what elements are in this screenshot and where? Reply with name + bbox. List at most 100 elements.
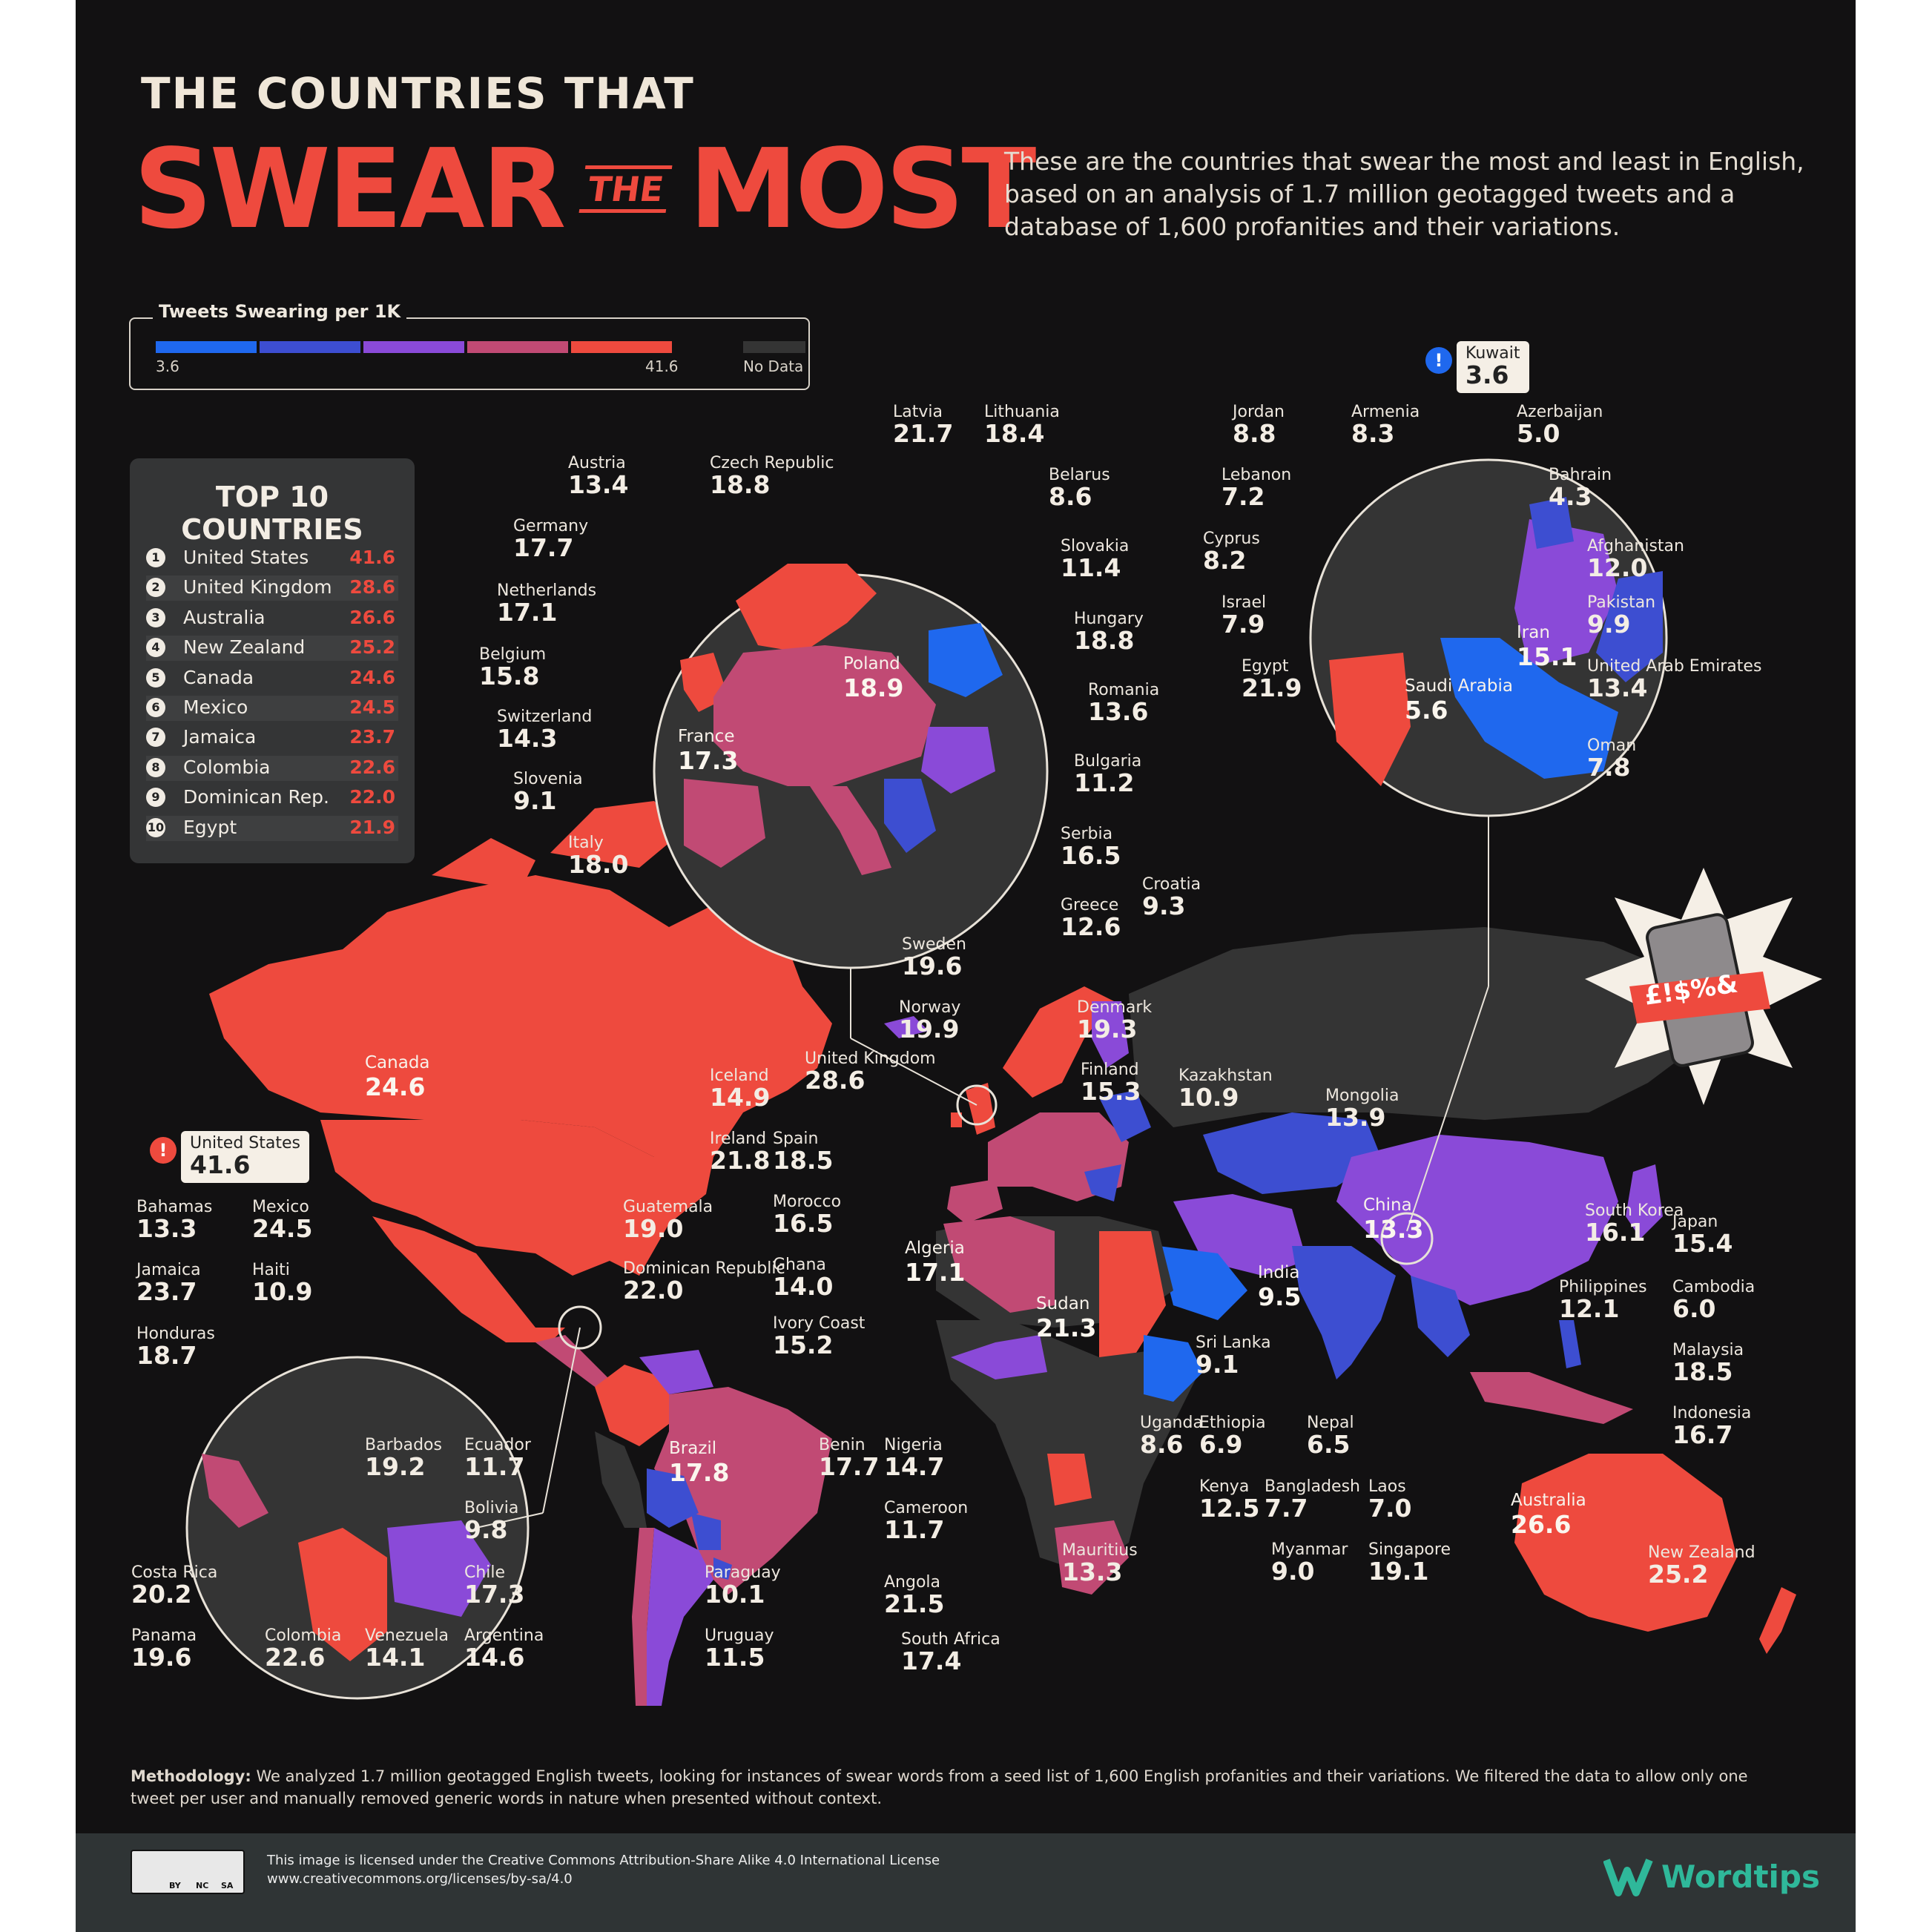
callout-value: 8.8: [1233, 419, 1276, 448]
callout-spain: Spain 18.5: [773, 1131, 833, 1174]
callout-honduras: Honduras 18.7: [136, 1326, 215, 1369]
callout-name: Ghana: [773, 1256, 826, 1274]
callout-value: 9.9: [1587, 610, 1631, 639]
callout-name: Bahamas: [136, 1198, 213, 1216]
callout-value: 9.8: [464, 1515, 508, 1544]
country-name: Australia: [183, 606, 266, 628]
callout-costa-rica: Costa Rica 20.2: [131, 1565, 217, 1608]
callout-mauritius: Mauritius 13.3: [1062, 1543, 1138, 1586]
callout-angola: Angola 21.5: [884, 1575, 944, 1618]
callout-name: Ecuador: [464, 1436, 531, 1454]
callout-uruguay: Uruguay 11.5: [705, 1628, 774, 1671]
country-finland: [1092, 1001, 1129, 1068]
callout-denmark: Denmark 19.3: [1077, 1000, 1152, 1043]
callout-morocco: Morocco 16.5: [773, 1194, 841, 1237]
callout-name: South Korea: [1585, 1201, 1684, 1220]
callout-value: 10.9: [1178, 1083, 1239, 1112]
cc-nc: NC: [196, 1881, 209, 1890]
callout-haiti: Haiti 10.9: [252, 1262, 312, 1305]
wordtips-logo[interactable]: Wordtips: [1603, 1854, 1820, 1899]
callout-name: Ivory Coast: [773, 1314, 866, 1333]
callout-value: 21.9: [1242, 673, 1302, 702]
callout-value: 20.2: [131, 1580, 192, 1609]
canada-arctic-islands: [432, 801, 788, 890]
callout-venezuela: Venezuela 14.1: [365, 1628, 449, 1671]
country-name: Dominican Rep.: [183, 786, 329, 808]
callout-value: 14.6: [464, 1643, 525, 1672]
top10-panel: TOP 10 COUNTRIES 1 United States 41.6 2 Unit…: [130, 458, 415, 863]
callout-name: Costa Rica: [131, 1563, 218, 1582]
callout-value: 8.3: [1351, 419, 1395, 448]
country-angola: [1047, 1454, 1092, 1506]
callout-value: 25.2: [1648, 1560, 1709, 1589]
zoom-me-afghanistan-pakistan: [1596, 571, 1663, 682]
country-value: 41.6: [349, 547, 395, 568]
callout-japan: Japan 15.4: [1672, 1214, 1732, 1257]
rank-badge: 10: [146, 817, 165, 837]
callout-name: Colombia: [265, 1626, 342, 1645]
rank-badge: 3: [146, 607, 165, 627]
callout-value: 12.6: [1061, 912, 1121, 941]
title-word-the: THE: [578, 165, 673, 213]
callout-name: Barbados: [365, 1436, 442, 1454]
callout-value: 6.5: [1307, 1430, 1351, 1459]
map-label-name: Sudan: [1036, 1294, 1090, 1313]
callout-name: Paraguay: [705, 1563, 781, 1582]
callout-name: Iceland: [710, 1066, 769, 1085]
callout-jordan: Jordan 8.8: [1233, 404, 1285, 447]
map-label-algeria: Algeria 17.1: [905, 1239, 965, 1287]
country-argentina: [647, 1528, 713, 1706]
country-south-africa: [1055, 1520, 1129, 1595]
callout-value: 22.6: [265, 1643, 326, 1672]
callout-name: Azerbaijan: [1517, 403, 1603, 421]
callout-nigeria: Nigeria 14.7: [884, 1437, 944, 1480]
map-label-value: 26.6: [1511, 1510, 1572, 1539]
rank-badge: 8: [146, 757, 165, 777]
callout-kazakhstan: Kazakhstan 10.9: [1178, 1068, 1273, 1111]
callout-value: 19.6: [902, 952, 963, 980]
callout-laos: Laos 7.0: [1368, 1479, 1411, 1522]
callout-greece: Greece 12.6: [1061, 897, 1121, 940]
top10-row: 9 Dominican Rep. 22.0: [146, 785, 398, 811]
title-word-most: MOST: [688, 125, 1037, 253]
top10-row: 6 Mexico 24.5: [146, 696, 398, 721]
license-link[interactable]: www.creativecommons.org/licenses/by-sa/4…: [267, 1871, 573, 1887]
callout-value: 12.1: [1559, 1294, 1620, 1323]
callout-value: 9.0: [1271, 1557, 1315, 1586]
callout-pakistan: Pakistan 9.9: [1587, 595, 1655, 638]
callout-value: 8.6: [1140, 1430, 1184, 1459]
map-label-name: Brazil: [669, 1439, 717, 1458]
map-label-india: India 9.5: [1258, 1263, 1301, 1311]
callout-value: 13.6: [1088, 697, 1149, 726]
callout-name: Nigeria: [884, 1436, 943, 1454]
callout-value: 17.1: [497, 598, 558, 627]
callout-value: 15.2: [773, 1331, 834, 1359]
country-india: [1292, 1246, 1396, 1379]
rank-badge: 1: [146, 548, 165, 567]
callout-austria: Austria 13.4: [568, 455, 628, 498]
callout-name: Angola: [884, 1573, 941, 1592]
zoom-me-azerbaijan: [1529, 497, 1574, 549]
callout-name: Nepal: [1307, 1414, 1354, 1432]
callout-name: Honduras: [136, 1325, 215, 1343]
callout-name: Ireland: [710, 1130, 767, 1148]
callout-guatemala: Guatemala 19.0: [623, 1199, 713, 1242]
callout-jamaica: Jamaica 23.7: [136, 1262, 201, 1305]
callout-name: Slovenia: [513, 770, 583, 788]
callout-cambodia: Cambodia 6.0: [1672, 1279, 1755, 1322]
zoom-me-saudi: [1440, 638, 1618, 779]
callout-nepal: Nepal 6.5: [1307, 1415, 1354, 1458]
top10-row: 5 Canada 24.6: [146, 666, 398, 691]
callout-value: 9.1: [513, 786, 557, 815]
callout-name: Guatemala: [623, 1198, 713, 1216]
scandinavia: [1003, 986, 1114, 1098]
callout-united-states: United States 41.6!: [150, 1131, 309, 1183]
callout-cameroon: Cameroon 11.7: [884, 1500, 968, 1543]
country-australia: [1514, 1454, 1737, 1632]
country-ethiopia-kenya: [1144, 1335, 1203, 1402]
callout-value: 11.2: [1074, 768, 1135, 797]
map-label-name: Iran: [1517, 623, 1550, 642]
country-uruguay: [713, 1557, 732, 1580]
callout-name: Cameroon: [884, 1499, 969, 1517]
callout-value: 18.7: [136, 1341, 197, 1370]
